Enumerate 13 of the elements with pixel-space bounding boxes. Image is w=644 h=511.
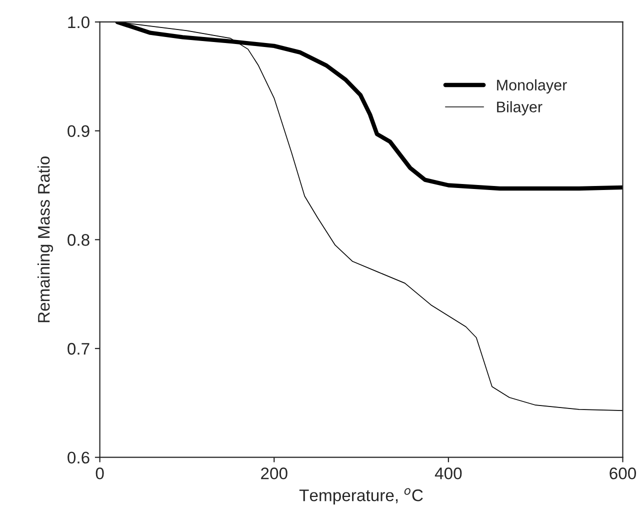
y-tick-label: 1.0 [68,16,90,28]
x-tick-label: 0 [96,468,104,480]
x-tick-label: 600 [610,468,636,480]
x-axis-title: Temperature, $^{o}$C [299,488,423,505]
x-tick-label: 400 [434,468,462,480]
legend-label: Bilayer [497,101,542,116]
y-tick-label: 0.7 [68,342,90,355]
y-axis-title: Remaining Mass Ratio [38,156,54,322]
y-tick-label: 0.8 [68,234,90,246]
legend-label: Monolayer [497,79,567,94]
y-tick-label: 0.9 [68,125,90,138]
x-tick-label: 200 [261,468,288,480]
y-tick-label: 0.6 [68,452,90,464]
